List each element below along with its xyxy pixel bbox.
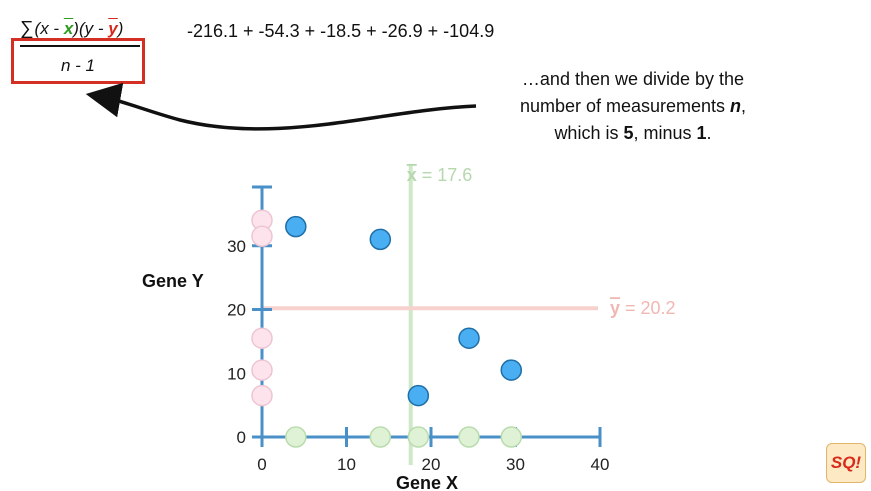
formula-numerator: ∑(x - x)(y - y)	[20, 18, 123, 40]
formula-close: )	[117, 19, 124, 38]
sum-expression: -216.1 + -54.3 + -18.5 + -26.9 + -104.9	[187, 21, 495, 41]
x-projection-point	[285, 426, 307, 448]
x-tick-label: 10	[337, 455, 356, 474]
y-bar-symbol: y	[108, 19, 118, 38]
formula-y-open: )(y -	[73, 19, 109, 38]
fraction-line	[20, 45, 140, 47]
denominator-highlight-box: n - 1	[11, 38, 145, 84]
annotation-line-1: …and then we divide by the	[521, 69, 745, 89]
x-projection-point	[369, 426, 392, 448]
data-point	[458, 327, 480, 349]
data-point	[407, 384, 430, 407]
sum-symbol: ∑	[20, 18, 34, 39]
data-point	[500, 359, 523, 381]
annotation-line-2: number of measurements n,	[519, 96, 747, 116]
y-tick-label: 0	[237, 428, 246, 447]
x-projection-point	[407, 426, 430, 448]
y-mean-label: y = 20.2	[610, 298, 676, 318]
curved-arrow	[85, 82, 477, 131]
y-tick-label: 20	[227, 301, 246, 320]
x-tick-label: 30	[506, 455, 525, 474]
y-projection-point	[251, 225, 273, 247]
y-tick-label: 30	[227, 237, 246, 256]
formula-x-open: (x -	[34, 19, 64, 38]
y-tick-label: 10	[227, 364, 246, 383]
y-axis-title: Gene Y	[142, 271, 204, 291]
annotation-text: …and then we divide by the number of mea…	[483, 66, 783, 147]
x-tick-label: 40	[591, 455, 610, 474]
x-tick-label: 0	[257, 455, 266, 474]
x-projection-point	[500, 426, 523, 448]
x-axis-title: Gene X	[396, 473, 458, 491]
annotation-line-3: which is 5, minus 1.	[554, 123, 712, 143]
formula-denominator: n - 1	[60, 56, 96, 75]
data-point	[285, 215, 307, 238]
data-point	[369, 228, 392, 251]
x-mean-label: x = 17.6	[407, 165, 473, 185]
statquest-logo: SQ!	[826, 443, 866, 483]
y-projection-point	[251, 384, 273, 407]
y-projection-point	[251, 359, 273, 381]
x-tick-label: 20	[422, 455, 441, 474]
x-projection-point	[458, 426, 480, 448]
x-bar-symbol: x	[63, 19, 74, 38]
y-projection-point	[251, 327, 273, 349]
